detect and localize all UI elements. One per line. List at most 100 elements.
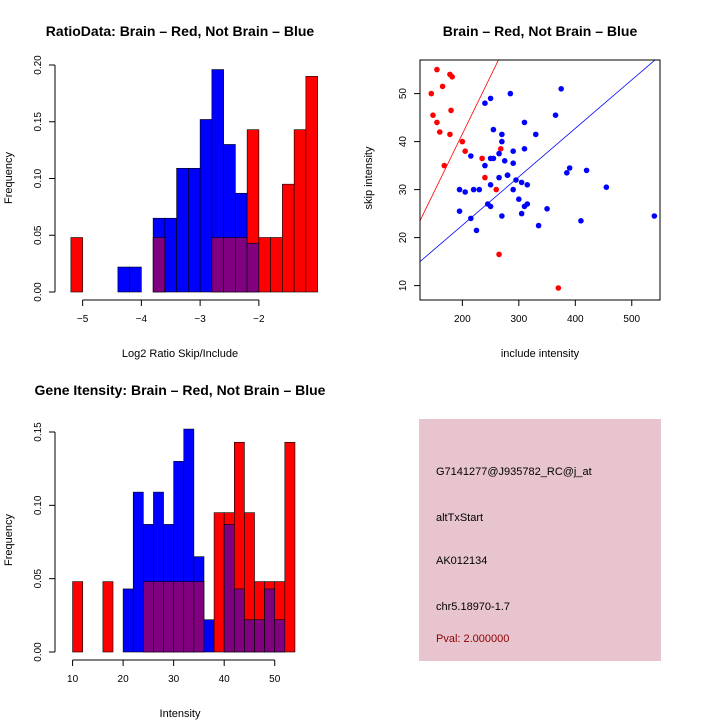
- scatter-point-brain: [493, 186, 500, 193]
- scatter-point-not-brain: [558, 86, 564, 92]
- scatter-point-not-brain: [456, 208, 463, 214]
- ratio-bar-brain: [282, 183, 295, 293]
- ratio-bar-overlap: [246, 242, 260, 293]
- intensity-x-tick-label: 10: [67, 674, 79, 685]
- intensity-x-tick-label: 30: [168, 674, 180, 685]
- ratio-bar-overlap: [211, 237, 224, 293]
- intensity-x-tick-label: 50: [269, 674, 281, 685]
- scatter-title: Brain – Red, Not Brain – Blue: [443, 23, 638, 39]
- event-type-text: altTxStart: [436, 512, 483, 524]
- intensity-bar-overlap: [274, 619, 286, 653]
- scatter-point-not-brain: [487, 95, 494, 102]
- scatter-point-brain: [434, 66, 440, 73]
- scatter-axes: 200 300 400 500 10 20 30 40 50: [398, 59, 661, 325]
- scatter-point-not-brain: [566, 165, 573, 171]
- scatter-point-not-brain: [468, 215, 474, 222]
- scatter-point-not-brain: [462, 189, 468, 195]
- ratio-bar-brain: [70, 237, 83, 293]
- ratio-bar-overlap: [223, 237, 236, 293]
- intensity-bar-overlap: [173, 581, 185, 653]
- scatter-point-not-brain: [651, 213, 658, 219]
- scatter-point-not-brain: [521, 146, 528, 152]
- scatter-point-not-brain: [468, 153, 474, 159]
- ratio-bar-not-brain: [188, 167, 201, 293]
- scatter-point-not-brain: [499, 138, 505, 145]
- scatter-fit-line: [420, 60, 656, 262]
- scatter-point-not-brain: [552, 112, 559, 118]
- intensity-y-tick-label: 0.10: [33, 495, 44, 515]
- scatter-x-tick-label: 300: [510, 314, 527, 325]
- intensity-x-tick-label: 20: [118, 674, 130, 685]
- scatter-x-tick-label: 500: [623, 314, 640, 325]
- scatter-y-tick-label: 30: [398, 184, 409, 196]
- scatter-point-not-brain: [513, 177, 519, 183]
- ratio-bar-overlap: [235, 237, 248, 293]
- scatter-point-not-brain: [521, 203, 528, 210]
- scatter-point-not-brain: [535, 222, 542, 229]
- intensity-y-tick-label: 0.15: [33, 422, 44, 442]
- ratio-x-tick-label: −3: [194, 314, 206, 325]
- scatter-point-not-brain: [482, 162, 488, 169]
- scatter-y-tick-label: 20: [398, 232, 409, 244]
- ratio-y-tick-label: 0.05: [33, 225, 44, 245]
- scatter-point-brain: [439, 83, 446, 90]
- intensity-scatter: Brain – Red, Not Brain – Blue 200 300 400 5…: [363, 23, 661, 360]
- scatter-point-not-brain: [490, 126, 497, 133]
- scatter-point-brain: [555, 285, 562, 291]
- ratio-histogram: RatioData: Brain – Red, Not Brain – Blue…: [3, 23, 318, 360]
- scatter-point-not-brain: [496, 150, 502, 157]
- ratio-bars: [70, 69, 318, 293]
- intensity-bar-overlap: [223, 524, 235, 653]
- scatter-point-not-brain: [524, 182, 531, 188]
- scatter-x-tick-label: 400: [567, 314, 584, 325]
- scatter-point-not-brain: [504, 172, 511, 178]
- intensity-bar-brain: [102, 581, 114, 653]
- ratio-bar-not-brain: [117, 266, 130, 293]
- gene-id-text: G7141277@J935782_RC@j_at: [436, 466, 592, 478]
- intensity-bar-overlap: [244, 619, 255, 653]
- ratio-bar-not-brain: [129, 266, 142, 293]
- intensity-axes: 10 20 30 40 50 0.00 0.05 0.10 0.15: [33, 422, 281, 685]
- intensity-bar-brain: [284, 441, 296, 653]
- scatter-point-not-brain: [518, 179, 525, 186]
- scatter-point-not-brain: [487, 182, 494, 188]
- scatter-point-not-brain: [473, 227, 480, 234]
- scatter-point-brain: [462, 148, 468, 154]
- scatter-point-not-brain: [507, 90, 514, 97]
- scatter-point-not-brain: [544, 206, 550, 212]
- intensity-x-tick-label: 40: [219, 674, 231, 685]
- scatter-point-not-brain: [532, 131, 539, 138]
- intensity-bar-not-brain: [122, 588, 134, 653]
- scatter-point-not-brain: [583, 167, 590, 174]
- scatter-y-tick-label: 40: [398, 136, 409, 148]
- info-panel: G7141277@J935782_RC@j_at altTxStart AK01…: [419, 419, 661, 661]
- scatter-point-brain: [436, 129, 443, 135]
- scatter-point-not-brain: [499, 131, 505, 138]
- scatter-point-brain: [448, 107, 454, 114]
- scatter-plot: [420, 60, 658, 291]
- scatter-point-not-brain: [510, 160, 516, 166]
- scatter-point-brain: [447, 131, 453, 138]
- intensity-bars: [72, 428, 296, 653]
- scatter-y-tick-label: 10: [398, 280, 409, 292]
- scatter-point-not-brain: [496, 174, 502, 181]
- intensity-bar-overlap: [254, 619, 265, 653]
- scatter-x-tick-label: 200: [454, 314, 471, 325]
- ratio-bar-not-brain: [164, 217, 177, 293]
- scatter-point-brain: [441, 162, 448, 169]
- scatter-point-not-brain: [499, 213, 505, 219]
- ratio-y-tick-label: 0.15: [33, 112, 44, 132]
- scatter-y-tick-label: 50: [398, 88, 409, 100]
- scatter-point-not-brain: [521, 119, 528, 126]
- intensity-bar-overlap: [143, 581, 154, 653]
- ratio-bar-brain: [305, 76, 318, 293]
- scatter-point-not-brain: [510, 186, 516, 193]
- ratio-y-tick-label: 0.00: [33, 282, 44, 302]
- scatter-ylabel: skip intensity: [363, 146, 375, 209]
- scatter-point-not-brain: [470, 186, 477, 193]
- info-panel-background: [419, 419, 661, 661]
- intensity-bar-not-brain: [132, 491, 144, 653]
- scatter-point-brain: [496, 251, 502, 258]
- ratio-x-tick-label: −2: [253, 314, 265, 325]
